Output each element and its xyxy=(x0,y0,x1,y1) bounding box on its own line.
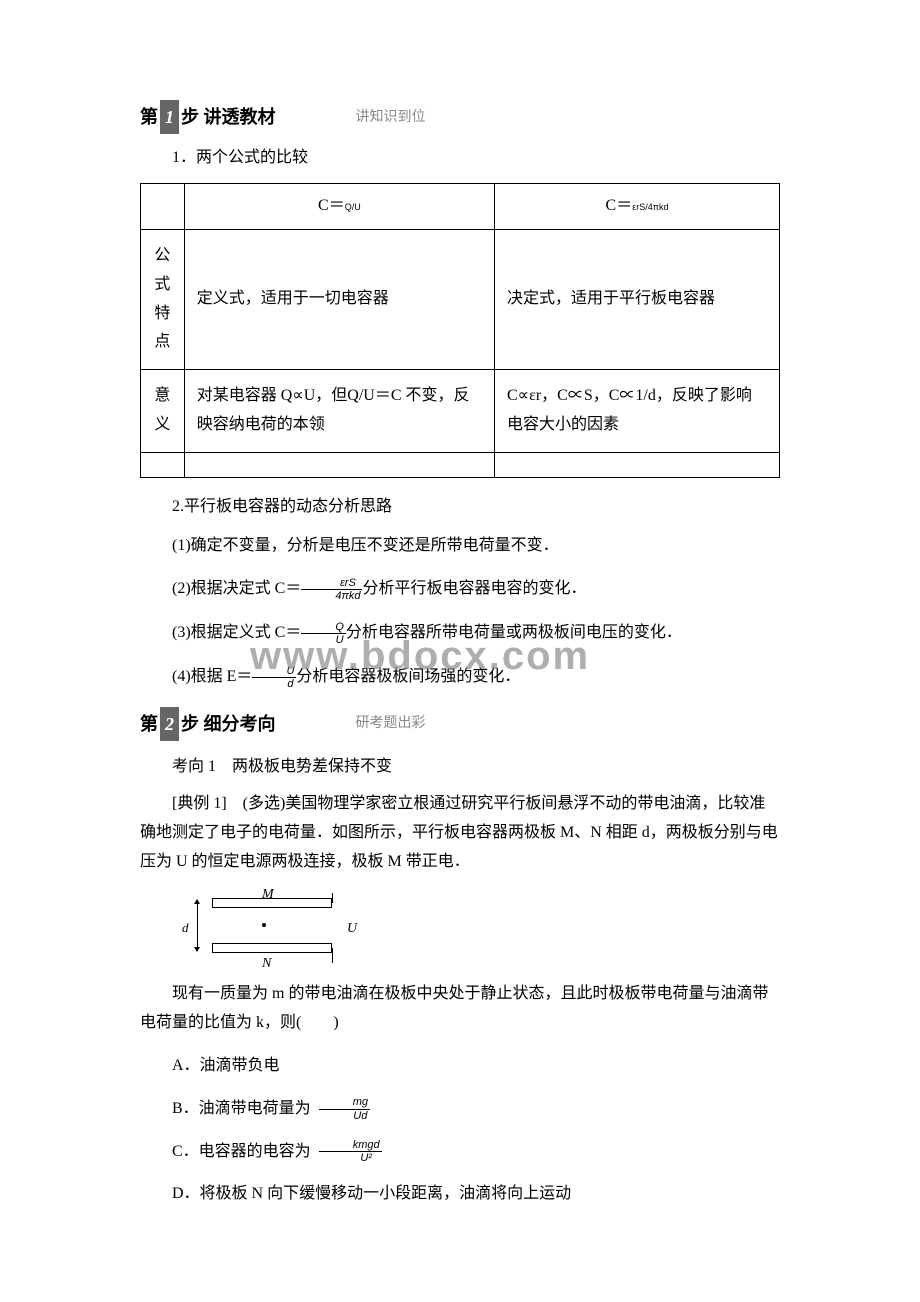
sec2-item2-b: 分析平行板电容器电容的变化． xyxy=(362,580,586,597)
row1-cell1: 定义式，适用于一切电容器 xyxy=(184,229,494,369)
row1-label1: 公式 xyxy=(149,242,176,300)
label-d: d xyxy=(182,916,189,939)
th-formula1-a: C＝ xyxy=(318,197,345,214)
choice-C: C．电容器的电容为 kmgdU² xyxy=(140,1138,780,1167)
wire-bot xyxy=(332,948,333,963)
step1-label: 第 1 步 讲透教材 xyxy=(140,100,276,134)
row2-label: 意义 xyxy=(141,370,185,453)
step1-suffix: 步 讲透教材 xyxy=(181,101,276,133)
sec2-item2-a: (2)根据决定式 C＝ xyxy=(172,580,301,597)
section2-title: 2.平行板电容器的动态分析思路 xyxy=(140,493,780,522)
choice-A: A．油滴带负电 xyxy=(140,1052,780,1081)
step2-header: 第 2 步 细分考向 研考题出彩 xyxy=(140,707,780,741)
sec2-item4-a: (4)根据 E＝ xyxy=(172,668,252,685)
step2-label: 第 2 步 细分考向 xyxy=(140,707,276,741)
sec2-item3-a: (3)根据定义式 C＝ xyxy=(172,624,301,641)
sec2-item4-frac: Ud xyxy=(252,665,296,690)
arrow-d xyxy=(197,903,198,948)
step2-subtitle: 研考题出彩 xyxy=(356,711,426,736)
example1-text: [典例 1] (多选)美国物理学家密立根通过研究平行板间悬浮不动的带电油滴，比较… xyxy=(140,790,780,876)
label-N: N xyxy=(262,951,271,976)
step1-prefix: 第 xyxy=(140,101,158,133)
sec2-item4: (4)根据 E＝Ud分析电容器极板间场强的变化． xyxy=(140,663,780,692)
section1-title: 1．两个公式的比较 xyxy=(140,144,780,173)
th-formula1-b: Q/U xyxy=(345,202,361,212)
choice-B: B．油滴带电荷量为 mgUd xyxy=(140,1095,780,1124)
step2-prefix: 第 xyxy=(140,708,158,740)
sec2-item3-b: 分析电容器所带电荷量或两极板间电压的变化． xyxy=(346,624,682,641)
label-U: U xyxy=(347,916,357,941)
sec2-item2: (2)根据决定式 C＝εrS4πkd分析平行板电容器电容的变化． xyxy=(140,575,780,604)
row2-cell1: 对某电容器 Q∝U，但Q/U＝C 不变，反映容纳电荷的本领 xyxy=(184,370,494,453)
plate-bot xyxy=(212,943,332,953)
th-formula2-a: C＝ xyxy=(606,197,633,214)
row2-cell2: C∝εr，C∝S，C∝1/d，反映了影响电容大小的因素 xyxy=(495,370,780,453)
sec2-item2-frac: εrS4πkd xyxy=(301,577,362,602)
sec2-item3: (3)根据定义式 C＝QU分析电容器所带电荷量或两极板间电压的变化． xyxy=(140,619,780,648)
oil-drop xyxy=(262,923,266,927)
step2-number: 2 xyxy=(160,707,179,741)
capacitor-diagram: M N d U xyxy=(172,888,372,968)
choice-D: D．将极板 N 向下缓慢移动一小段距离，油滴将向上运动 xyxy=(140,1180,780,1209)
th-formula2-b: εrS/4πkd xyxy=(632,202,668,212)
wire-top xyxy=(332,893,333,903)
example1-question: 现有一质量为 m 的带电油滴在极板中央处于静止状态，且此时极板带电荷量与油滴带电… xyxy=(140,980,780,1038)
sec2-item3-frac: QU xyxy=(301,621,346,646)
kaoxiang1: 考向 1 两极板电势差保持不变 xyxy=(140,753,780,782)
sec2-item4-b: 分析电容器极板间场强的变化． xyxy=(296,668,520,685)
step2-suffix: 步 细分考向 xyxy=(181,708,276,740)
choice-C-text: C．电容器的电容为 xyxy=(172,1143,311,1160)
plate-top xyxy=(212,898,332,908)
choice-B-text: B．油滴带电荷量为 xyxy=(172,1100,311,1117)
row1-label2: 特点 xyxy=(149,300,176,358)
compare-table: C＝Q/U C＝εrS/4πkd 公式 特点 定义式，适用于一切电容器 决定式，… xyxy=(140,183,780,478)
choice-B-frac: mgUd xyxy=(319,1096,370,1121)
step1-subtitle: 讲知识到位 xyxy=(356,105,426,130)
choice-C-frac: kmgdU² xyxy=(319,1139,382,1164)
step1-number: 1 xyxy=(160,100,179,134)
step1-header: 第 1 步 讲透教材 讲知识到位 xyxy=(140,100,780,134)
sec2-item1: (1)确定不变量，分析是电压不变还是所带电荷量不变． xyxy=(140,532,780,561)
row1-cell2: 决定式，适用于平行板电容器 xyxy=(495,229,780,369)
